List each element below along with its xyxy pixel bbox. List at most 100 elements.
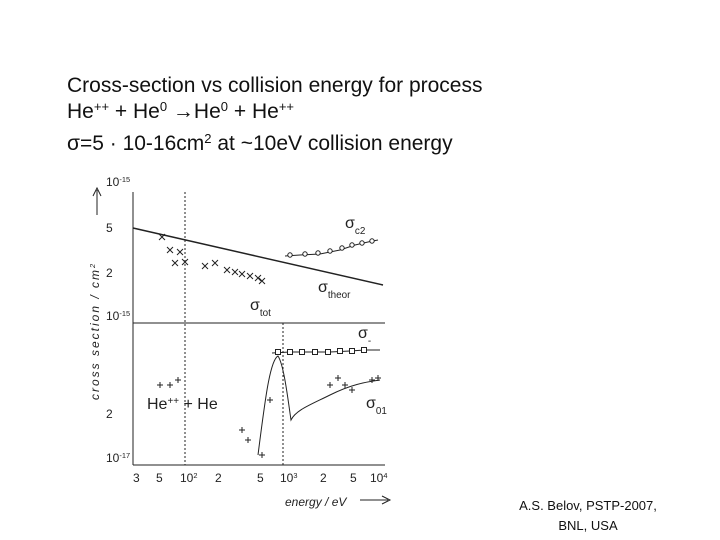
annotation-part: c2 bbox=[355, 226, 366, 237]
marker bbox=[238, 270, 246, 278]
y-label: cross section / cm2 bbox=[88, 262, 103, 400]
title-line: Cross-section vs collision energy for pr… bbox=[67, 74, 483, 97]
x-tick-label: 5 bbox=[257, 471, 264, 485]
x-tick-label-part: 4 bbox=[383, 471, 387, 480]
marker bbox=[302, 251, 308, 257]
title-line-part: + He bbox=[228, 100, 279, 123]
marker bbox=[335, 375, 341, 381]
credit: A.S. Belov, PSTP-2007, BNL, USA bbox=[519, 498, 657, 533]
marker bbox=[299, 349, 305, 355]
annotation: σtot bbox=[250, 297, 271, 319]
marker bbox=[369, 377, 375, 383]
annotation-part: He bbox=[147, 396, 168, 413]
sigma-c2-curve bbox=[284, 239, 379, 257]
marker bbox=[369, 238, 375, 244]
x-tick-label: 104 bbox=[370, 471, 388, 486]
marker bbox=[275, 349, 281, 355]
y-tick-label-part: 10 bbox=[106, 175, 120, 189]
marker bbox=[175, 377, 181, 383]
title-line-part: + He bbox=[109, 100, 160, 123]
marker bbox=[327, 248, 333, 254]
data-markers bbox=[157, 233, 381, 458]
arrow bbox=[92, 186, 102, 197]
x-tick-label: 102 bbox=[180, 471, 198, 486]
title-line-part: 0 bbox=[160, 99, 167, 114]
marker bbox=[211, 259, 219, 267]
marker bbox=[375, 375, 381, 381]
marker bbox=[176, 248, 184, 256]
y-tick-label: 2 bbox=[106, 266, 113, 280]
annotation: σc2 bbox=[345, 215, 366, 237]
marker bbox=[259, 452, 265, 458]
annotation-part: + He bbox=[179, 396, 218, 413]
marker bbox=[258, 277, 266, 285]
marker bbox=[349, 348, 355, 354]
marker bbox=[166, 246, 174, 254]
y-tick-label: 2 bbox=[106, 407, 113, 421]
annotation-part: theor bbox=[328, 290, 351, 301]
marker bbox=[167, 382, 173, 388]
annotation-part: ++ bbox=[167, 396, 179, 407]
x-tick-label-part: 2 bbox=[193, 471, 197, 480]
title-line-part: 2 bbox=[204, 131, 211, 146]
annotation-part: 01 bbox=[376, 406, 388, 417]
y-label-part: 2 bbox=[88, 262, 97, 269]
marker bbox=[349, 387, 355, 393]
y-tick-label: 10-15 bbox=[106, 309, 130, 324]
marker bbox=[223, 266, 231, 274]
y-tick-label: 5 bbox=[106, 221, 113, 235]
x-tick-label-part: 10 bbox=[370, 471, 384, 485]
y-tick-label-part: 10 bbox=[106, 309, 120, 323]
y-tick-label-part: -15 bbox=[119, 309, 130, 318]
marker bbox=[287, 252, 293, 258]
x-tick-label: 5 bbox=[350, 471, 357, 485]
marker bbox=[315, 250, 321, 256]
marker bbox=[327, 382, 333, 388]
marker bbox=[312, 349, 318, 355]
title-line: He++ + He0 →He0 + He++ bbox=[67, 99, 294, 124]
annotation: σ01 bbox=[366, 395, 387, 417]
annotation-part: σ bbox=[250, 297, 260, 314]
marker bbox=[158, 233, 166, 241]
credit-line: BNL, USA bbox=[558, 518, 618, 533]
marker bbox=[254, 274, 262, 282]
title-line-part: σ=5 · 10-16cm bbox=[67, 132, 204, 155]
title-line-part: →He bbox=[167, 100, 221, 123]
arrow bbox=[381, 495, 392, 505]
x-tick-label: 5 bbox=[156, 471, 163, 485]
x-tick-label: 3 bbox=[133, 471, 140, 485]
marker bbox=[245, 437, 251, 443]
annotation: He++ + He bbox=[147, 396, 218, 414]
theory-curve bbox=[132, 227, 384, 286]
marker bbox=[342, 382, 348, 388]
marker bbox=[359, 240, 365, 246]
marker bbox=[287, 349, 293, 355]
title-line-part: at ~10eV collision energy bbox=[212, 132, 454, 155]
sigma-01-curve bbox=[257, 355, 381, 456]
y-label-part: cross section / cm bbox=[88, 268, 102, 400]
marker bbox=[171, 259, 179, 267]
slide-title: Cross-section vs collision energy for pr… bbox=[67, 74, 483, 155]
marker bbox=[231, 268, 239, 276]
title-line: σ=5 · 10-16cm2 at ~10eV collision energy bbox=[67, 131, 453, 156]
marker bbox=[339, 245, 345, 251]
y-tick-label-part: 10 bbox=[106, 451, 120, 465]
annotation: σtheor bbox=[318, 279, 351, 301]
annotation-part: σ bbox=[358, 325, 368, 342]
x-tick-label-part: 3 bbox=[293, 471, 297, 480]
marker bbox=[337, 348, 343, 354]
marker bbox=[157, 382, 163, 388]
x-label: energy / eV bbox=[285, 495, 347, 509]
annotation-part: - bbox=[368, 336, 371, 347]
marker bbox=[246, 272, 254, 280]
marker bbox=[201, 262, 209, 270]
y-tick-label: 10-17 bbox=[106, 451, 130, 466]
y-tick-label-part: -17 bbox=[119, 451, 130, 460]
x-tick-label: 2 bbox=[320, 471, 327, 485]
x-tick-label: 2 bbox=[215, 471, 222, 485]
credit-line: A.S. Belov, PSTP-2007, bbox=[519, 498, 657, 513]
marker bbox=[349, 242, 355, 248]
annotation-part: σ bbox=[318, 279, 328, 296]
